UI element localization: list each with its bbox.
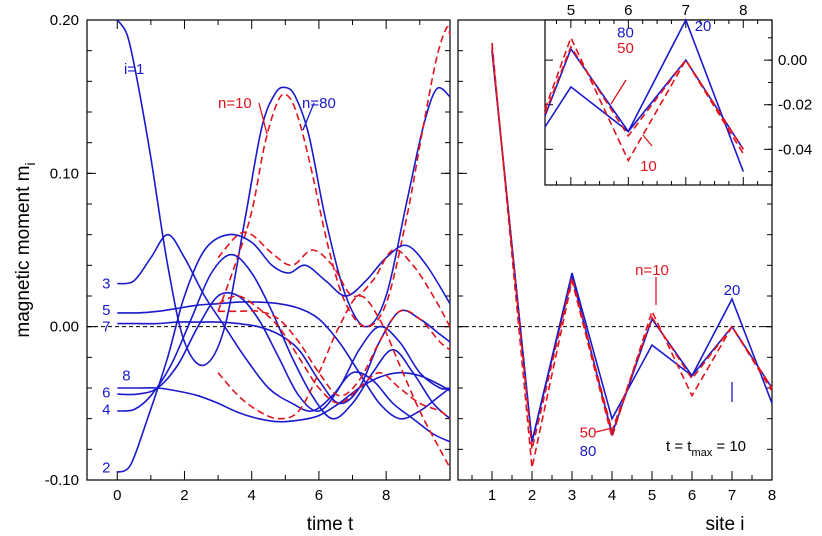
right-series-line-3 (491, 42, 773, 468)
right-x-tick-label: 6 (688, 487, 696, 504)
inset-y-tick-label: -0.04 (778, 141, 812, 158)
site-label: 6 (102, 385, 110, 402)
inset-annotation-blue: 20 (695, 18, 712, 35)
left-annotation-blue: n=80 (302, 95, 336, 112)
right-x-tick-label: 5 (648, 487, 656, 504)
site-label: 8 (122, 368, 130, 385)
right-tick-labels: 1 2 3 4 5 6 7 8 (488, 487, 776, 504)
left-series-line-6 (117, 253, 451, 420)
right-annotation-red: n=10 (635, 262, 669, 279)
right-x-tick-label: 7 (728, 487, 736, 504)
right-50-leader-line (595, 427, 613, 433)
left-series-line-5 (117, 233, 451, 443)
site-label: 4 (102, 401, 110, 418)
left-series-line-1 (116, 19, 451, 367)
left-x-tick-label: 0 (113, 487, 121, 504)
time-condition-main: t = t (666, 438, 692, 455)
right-ticks (471, 471, 773, 480)
inset-10-leader-line (642, 134, 653, 147)
left-x-tick-label: 2 (180, 487, 188, 504)
left-y-tick-label: 0.20 (50, 12, 79, 29)
left-x-tick-label: 6 (315, 487, 323, 504)
right-annotations: n=10 20 50 80 (580, 262, 741, 460)
inset-x-tick-label: 6 (624, 2, 632, 19)
inset-x-tick-label: 8 (739, 2, 747, 19)
left-x-tick-label: 4 (248, 487, 256, 504)
left-series-line-7 (117, 301, 451, 420)
left-series-line-8 (117, 291, 451, 412)
inset-annotation-red: 10 (640, 158, 657, 175)
y-axis-label-subscript: i (22, 162, 38, 165)
right-series-line-4 (491, 47, 773, 450)
inset-series-line-4 (544, 45, 744, 150)
left-y-tick-label: 0.00 (50, 319, 79, 336)
left-series-line-13 (218, 309, 451, 397)
y-axis-label-main: magnetic moment m (13, 166, 34, 338)
site-label: i=1 (124, 61, 144, 78)
left-tick-labels: 0 2 4 6 8-0.100.000.100.20 (45, 12, 391, 504)
left-series-line-11 (217, 295, 451, 420)
left-x-tick-label: 8 (382, 487, 390, 504)
site-label: 3 (102, 276, 110, 293)
site-label: 2 (102, 460, 110, 477)
n80-leader-line (302, 102, 315, 131)
left-series-line-3 (116, 233, 451, 474)
inset-annotation-blue: 80 (617, 24, 634, 41)
inset-y-tick-label: -0.02 (778, 97, 812, 114)
right-x-tick-label: 4 (608, 487, 616, 504)
left-site-labels: i=1 3 57 864 2 (102, 61, 144, 477)
inset-series (544, 18, 745, 172)
left-series-line-2 (217, 26, 451, 328)
right-x-tick-label: 1 (488, 487, 496, 504)
inset-y-tick-label: 0.00 (778, 52, 807, 69)
inset-frame (544, 19, 773, 186)
inset-50-leader-line (610, 79, 627, 105)
inset-ticks (545, 20, 772, 185)
time-condition-value: = 10 (712, 438, 746, 455)
site-label: 5 (102, 302, 110, 319)
right-series (491, 42, 773, 468)
left-series-line-10 (117, 371, 451, 423)
inset-tick-labels: 5 6 7 8 0.00 -0.02 -0.04 (567, 2, 813, 158)
y-axis-label: magnetic moment mi (13, 162, 38, 337)
site-label: 7 (102, 319, 110, 336)
left-annotation-red: n=10 (218, 95, 252, 112)
right-annotation-blue: 20 (724, 282, 741, 299)
right-x-tick-label: 2 (528, 487, 536, 504)
left-series-line-12 (217, 295, 451, 469)
right-x-tick-label: 8 (768, 487, 776, 504)
left-series (116, 19, 451, 474)
inset-x-tick-label: 7 (682, 2, 690, 19)
left-annotations: n=10 n=80 (218, 95, 336, 112)
left-x-axis-label: time t (307, 514, 354, 535)
left-series-line-4 (217, 231, 451, 328)
left-ticks (87, 19, 772, 481)
time-condition-subscript: max (691, 447, 712, 459)
left-y-tick-label: -0.10 (45, 472, 79, 489)
right-x-tick-label: 3 (568, 487, 576, 504)
inset-series-line-3 (544, 35, 744, 163)
right-annotation-red: 50 (580, 424, 597, 441)
right-annotation-blue: 80 (580, 443, 597, 460)
right-x-axis-label: site i (705, 514, 744, 535)
inset-annotation-red: 50 (617, 40, 634, 57)
time-condition-label: t = tmax = 10 (666, 438, 746, 459)
left-panel-frame (86, 19, 451, 481)
inset-x-tick-label: 5 (567, 2, 575, 19)
n10-leader-line (258, 102, 268, 135)
left-y-tick-label: 0.10 (50, 165, 79, 182)
